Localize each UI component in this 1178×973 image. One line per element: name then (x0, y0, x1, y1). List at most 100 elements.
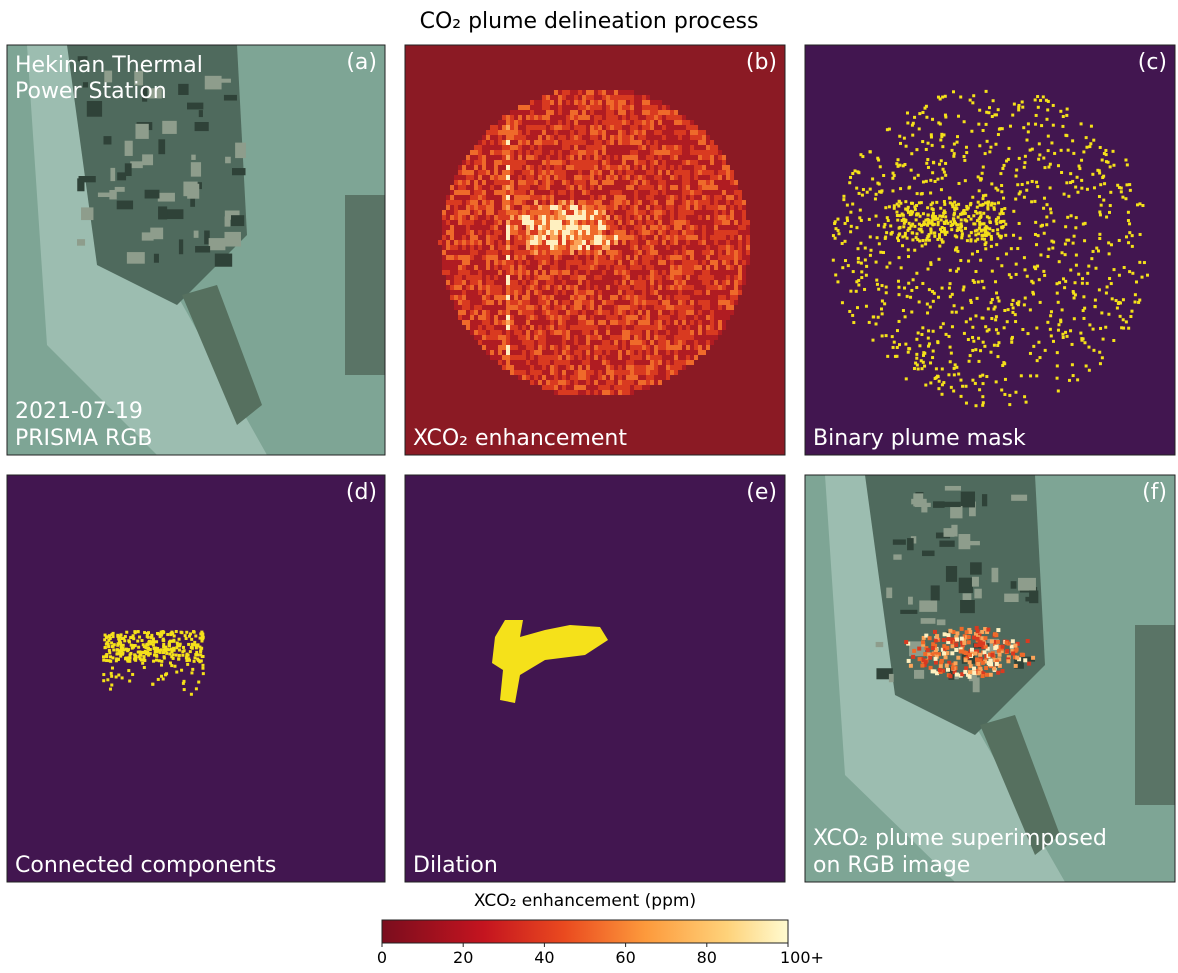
xco2-pixel (726, 210, 730, 215)
xco2-pixel (598, 205, 602, 210)
building (183, 182, 197, 197)
xco2-pixel (526, 280, 530, 285)
xco2-pixel (702, 350, 706, 355)
xco2-pixel (494, 330, 498, 335)
xco2-pixel (622, 240, 626, 245)
xco2-pixel (574, 215, 578, 220)
xco2-pixel (450, 295, 454, 300)
mask-pixel (1070, 214, 1073, 217)
xco2-pixel (710, 180, 714, 185)
xco2-pixel (610, 295, 614, 300)
xco2-pixel (526, 340, 530, 345)
mask-pixel (1023, 268, 1026, 271)
xco2-pixel (514, 130, 518, 135)
mask-pixel (933, 235, 936, 238)
mask-pixel (1072, 242, 1075, 245)
xco2-pixel (570, 125, 574, 130)
xco2-pixel (514, 345, 518, 350)
building (125, 163, 132, 176)
xco2-pixel (606, 230, 610, 235)
mask-pixel (864, 258, 867, 261)
xco2-pixel (522, 160, 526, 165)
mask-pixel (1034, 221, 1037, 224)
mask-pixel (990, 317, 993, 320)
mask-pixel (963, 120, 966, 123)
xco2-pixel (518, 310, 522, 315)
mask-pixel (960, 229, 963, 232)
xco2-pixel (674, 240, 678, 245)
xco2-pixel (554, 205, 558, 210)
mask-pixel (846, 219, 849, 222)
xco2-pixel (634, 370, 638, 375)
xco2-pixel (618, 350, 622, 355)
xco2-pixel (450, 270, 454, 275)
xco2-pixel (642, 120, 646, 125)
xco2-pixel (554, 385, 558, 390)
xco2-pixel (534, 375, 538, 380)
xco2-pixel (574, 235, 578, 240)
mask-pixel (926, 158, 929, 161)
xco2-pixel (722, 210, 726, 215)
xco2-pixel (518, 305, 522, 310)
xco2-pixel (698, 340, 702, 345)
xco2-pixel (566, 360, 570, 365)
xco2-pixel (590, 310, 594, 315)
xco2-pixel (634, 145, 638, 150)
mask-pixel (1080, 159, 1083, 162)
xco2-pixel (678, 265, 682, 270)
xco2-pixel (666, 355, 670, 360)
mask-pixel (1138, 261, 1141, 264)
xco2-pixel (646, 380, 650, 385)
xco2-pixel (634, 345, 638, 350)
xco2-pixel (602, 210, 606, 215)
xco2-pixel (710, 205, 714, 210)
xco2-pixel (542, 240, 546, 245)
xco2-pixel (478, 240, 482, 245)
xco2-pixel (450, 285, 454, 290)
xco2-pixel (738, 200, 742, 205)
xco2-pixel (714, 265, 718, 270)
mask-pixel (1027, 122, 1030, 125)
xco2-pixel (606, 290, 610, 295)
xco2-pixel (574, 375, 578, 380)
xco2-pixel (642, 295, 646, 300)
xco2-pixel (506, 295, 510, 300)
xco2-pixel (526, 165, 530, 170)
xco2-pixel (670, 330, 674, 335)
mask-pixel (889, 224, 892, 227)
xco2-pixel (614, 185, 618, 190)
mask-pixel (1035, 181, 1038, 184)
xco2-pixel (458, 260, 462, 265)
mask-pixel (1050, 211, 1053, 214)
xco2-pixel (514, 160, 518, 165)
building (142, 154, 153, 165)
xco2-pixel (726, 165, 730, 170)
mask-pixel (862, 188, 865, 191)
xco2-pixel (622, 355, 626, 360)
mask-pixel (1056, 351, 1059, 354)
xco2-pixel (650, 205, 654, 210)
mask-pixel (871, 177, 874, 180)
xco2-pixel (542, 270, 546, 275)
xco2-pixel (618, 290, 622, 295)
xco2-pixel (510, 255, 514, 260)
mask-pixel (847, 264, 850, 267)
xco2-pixel (726, 260, 730, 265)
xco2-pixel (726, 245, 730, 250)
xco2-pixel (642, 285, 646, 290)
mask-pixel (856, 306, 859, 309)
mask-pixel (1003, 393, 1006, 396)
xco2-pixel (678, 270, 682, 275)
xco2-pixel (494, 290, 498, 295)
xco2-pixel (638, 345, 642, 350)
xco2-pixel (718, 210, 722, 215)
xco2-pixel (614, 215, 618, 220)
mask-pixel (917, 368, 920, 371)
xco2-pixel (574, 195, 578, 200)
xco2-pixel (574, 345, 578, 350)
xco2-pixel (498, 140, 502, 145)
xco2-pixel (650, 155, 654, 160)
xco2-pixel (610, 365, 614, 370)
xco2-pixel (614, 125, 618, 130)
building (195, 122, 209, 131)
